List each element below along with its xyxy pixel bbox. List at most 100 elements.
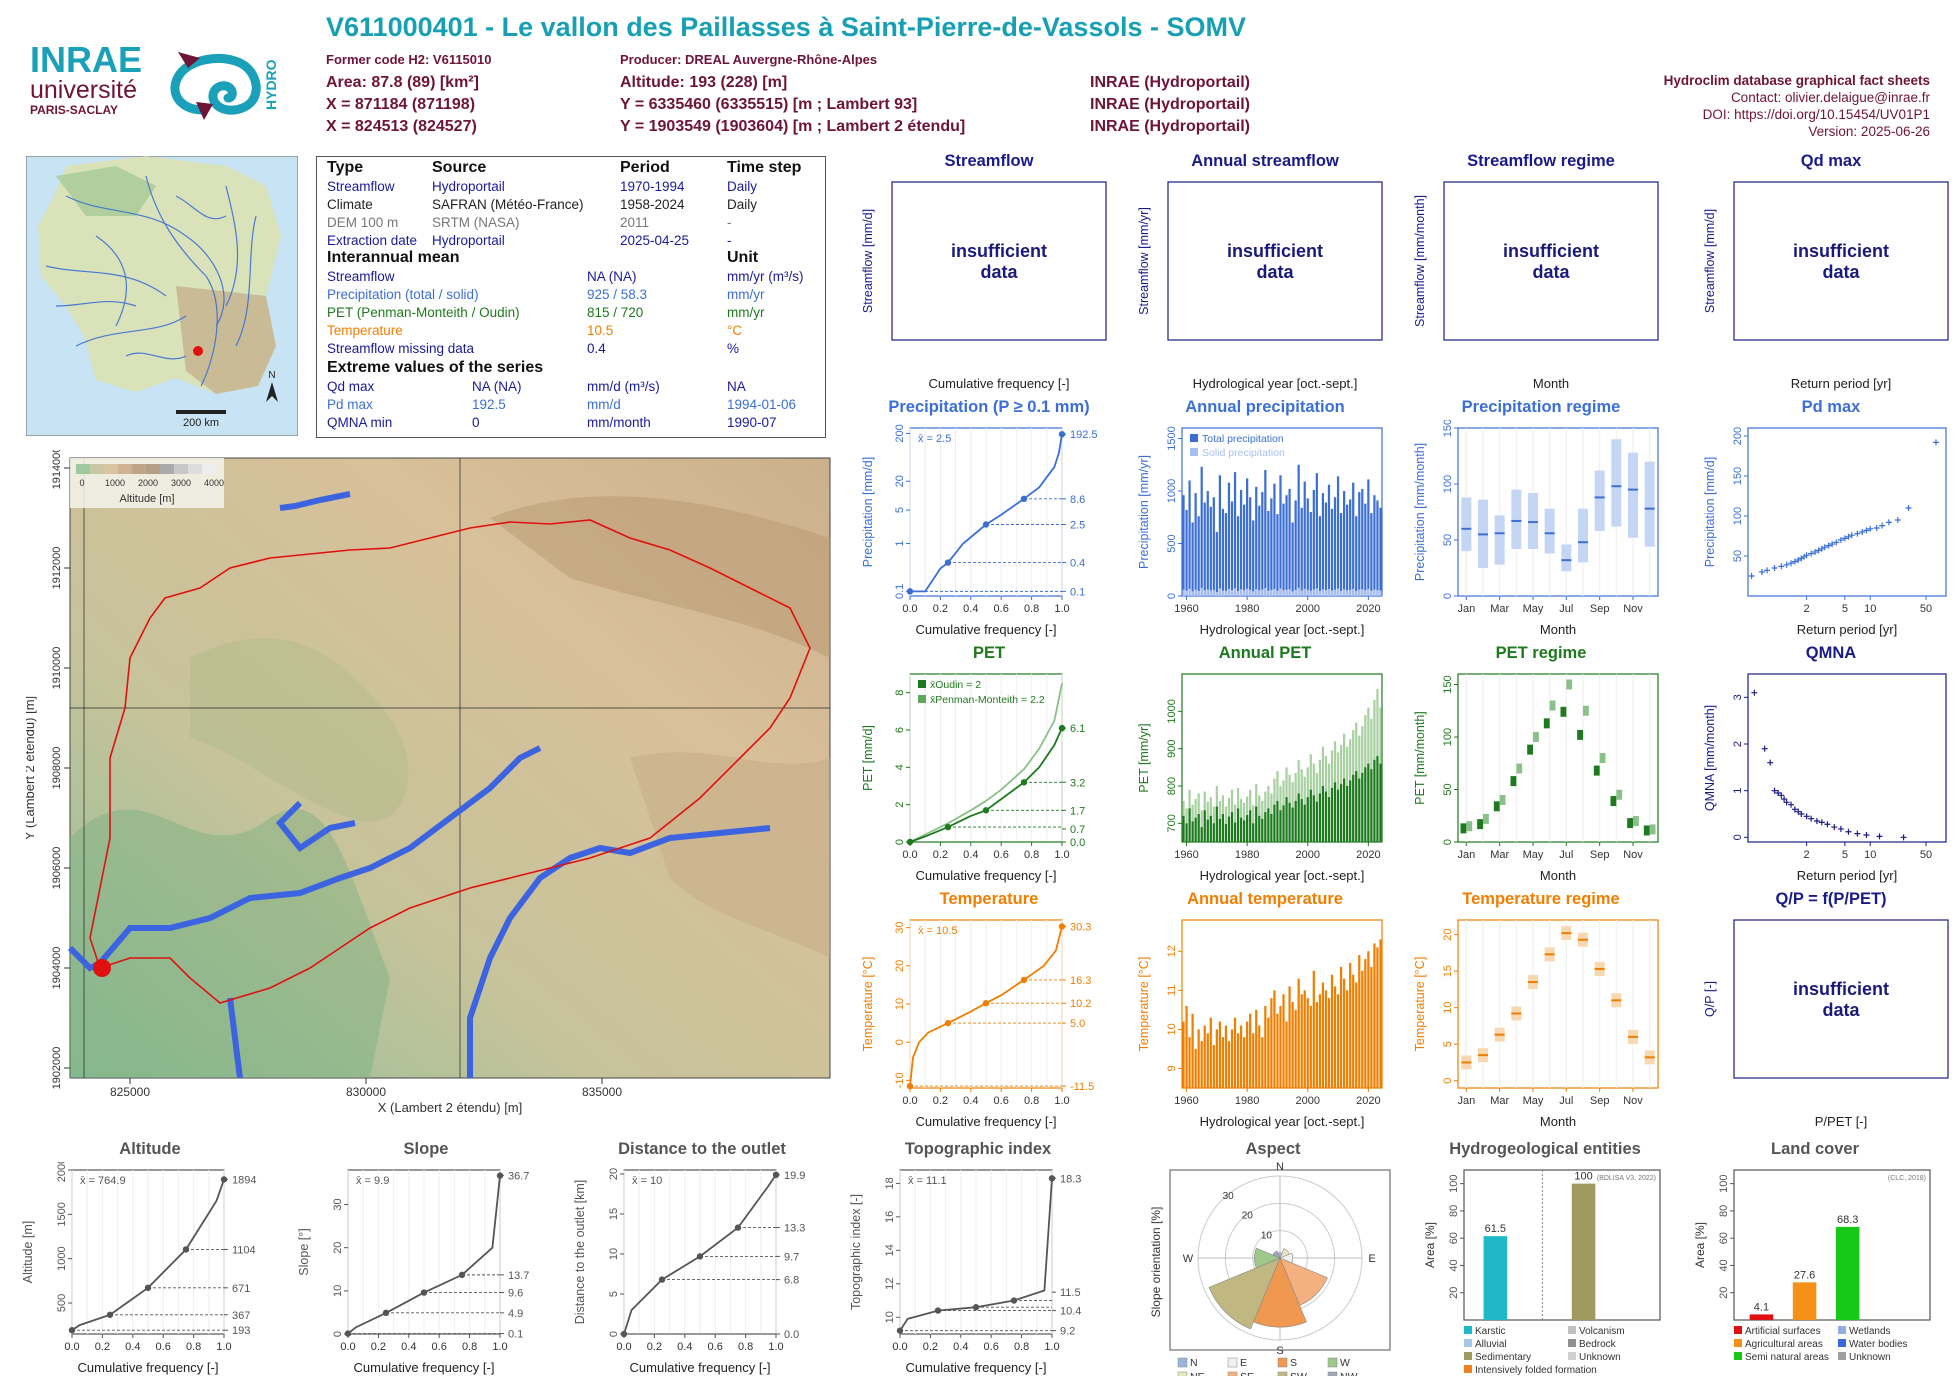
bar (1321, 493, 1325, 596)
bar-oudin (1367, 763, 1370, 842)
bar-solid (1209, 590, 1212, 596)
aspect-legend-label: SW (1290, 1371, 1307, 1376)
xtick-label: 0.6 (994, 603, 1009, 615)
bar (1306, 998, 1309, 1088)
xtick-label: 0.4 (963, 849, 978, 861)
series-line (910, 434, 1063, 593)
bar (1206, 1033, 1209, 1088)
bar (1291, 522, 1294, 596)
aspect-direction-label: S (1276, 1345, 1283, 1357)
bar (1258, 505, 1261, 596)
bar (1221, 508, 1225, 596)
bar-oudin (1306, 797, 1309, 842)
chart-streamflow: Streamflow insufficient data Cumulative fre… (860, 152, 1118, 392)
bar-solid (1303, 588, 1306, 596)
xtick-label: Jul (1559, 1095, 1573, 1107)
bar (1282, 994, 1285, 1088)
chart-title: Temperature (939, 890, 1039, 908)
bar (1376, 500, 1379, 596)
bar (1264, 1005, 1267, 1088)
bar (1352, 482, 1355, 596)
bar-solid (1255, 589, 1258, 596)
chart-xlabel: Cumulative frequency [-] (354, 1360, 495, 1375)
chart-precip-cdf: Precipitation (P ≥ 0.1 mm) 192.5 8.6 2.5 0.4… (860, 398, 1118, 638)
return-period-point (1803, 552, 1810, 559)
bar (1309, 1005, 1312, 1088)
chart-pd-max: Pd max 50 100 150 200 2 5 10 50 Return period [yr… (1702, 398, 1960, 638)
bar-oudin (1206, 819, 1209, 842)
regime-box-oudin (1627, 818, 1633, 829)
bar (1333, 497, 1337, 596)
bar (1209, 1017, 1212, 1088)
unit-header: Unit (727, 249, 759, 266)
entity-legend-label: Semi natural areas (1745, 1352, 1829, 1363)
table-cell-step: Daily (727, 179, 758, 194)
bar (1243, 504, 1246, 596)
right-tick-label: 13.7 (508, 1270, 529, 1282)
ytick-label: 0 (1442, 839, 1454, 845)
regime-box-oudin (1577, 729, 1583, 740)
return-period-point (1837, 825, 1844, 832)
bar (1224, 1025, 1228, 1088)
ytick-label: 18 (884, 1177, 896, 1189)
bar (1209, 506, 1212, 596)
right-tick-label: 36.7 (508, 1171, 529, 1183)
right-tick-label: 1.7 (1070, 805, 1085, 817)
ytick-label: 500 (56, 1294, 68, 1312)
xtick-label: 2 (1804, 849, 1810, 861)
info-table: Type Source Period Time step Streamflow Hydro… (316, 156, 826, 438)
bar (1246, 1021, 1249, 1088)
chart-annual-streamflow: Annual streamflow insufficient data Hydrolo… (1136, 152, 1394, 392)
chart-xlabel: Return period [yr] (1797, 868, 1897, 883)
return-period-point (1876, 833, 1883, 840)
bar-oudin (1352, 774, 1355, 842)
bar (1218, 1021, 1221, 1088)
regime-box-penman (1466, 821, 1473, 832)
bar (1376, 947, 1379, 1088)
aspect-direction-label: W (1183, 1253, 1194, 1265)
aspect-legend-label: W (1340, 1357, 1350, 1369)
chart-xlabel: Month (1540, 622, 1576, 637)
bar-oudin (1218, 818, 1221, 842)
xtick-label: Jan (1457, 603, 1475, 615)
bar (1239, 1025, 1243, 1088)
bar (1294, 1009, 1297, 1088)
series-line (909, 727, 1063, 843)
bar-oudin (1291, 807, 1294, 842)
universite-logo: université (30, 76, 137, 104)
database-name: Hydroclim database graphical fact sheets (1663, 73, 1930, 88)
chart-xlabel: Hydrological year [oct.-sept.] (1200, 622, 1365, 637)
aspect-ring-label: 20 (1242, 1211, 1254, 1222)
xtick-label: 0.0 (902, 849, 917, 861)
ytick-label: 20 (894, 475, 906, 487)
return-period-point (1831, 824, 1838, 831)
aspect-sector (1272, 1250, 1281, 1259)
interannual-value: NA (NA) (587, 269, 637, 284)
ytick-label: 100 (1442, 475, 1454, 493)
ytick-label: 10 (884, 1311, 896, 1323)
doi: DOI: https://doi.org/10.15454/UV01P1 (1702, 107, 1930, 122)
interannual-value: 815 / 720 (587, 305, 644, 320)
return-period-point (1848, 532, 1855, 539)
chart-svg: 0 50 100 150 Jan Mar May Jul Sep Nov Month Precipit… (1413, 420, 1659, 637)
chart-svg: 1894 1104 671 367 193 500 1000 1500 2000 0.0 0.2 0.… (21, 1162, 256, 1375)
right-tick-label: 0.0 (1070, 837, 1085, 849)
bar-solid (1203, 590, 1206, 596)
outlet-marker (93, 959, 111, 977)
chart-ylabel: PET [mm/month] (1413, 711, 1427, 805)
bar-oudin (1200, 827, 1203, 842)
x-lambert93: X = 871184 (871198) (326, 96, 476, 113)
bar-solid (1291, 591, 1294, 596)
bar (1188, 480, 1191, 596)
xtick-label: Sep (1590, 603, 1610, 615)
aspect-direction-label: N (1276, 1162, 1284, 1173)
chart-streamflow-regime: Streamflow regime insufficient data Month St… (1412, 152, 1670, 392)
chart-svg: 50 100 150 200 2 5 10 50 Return period [yr] Preci… (1703, 427, 1947, 637)
altitude-legend-tick: 1000 (105, 478, 125, 488)
ytick-label: 20 (608, 1168, 620, 1180)
bar (1309, 512, 1312, 596)
bar-solid (1188, 588, 1191, 596)
bar (1339, 513, 1343, 596)
bar-solid (1294, 589, 1297, 596)
xtick-label: 0.6 (984, 1341, 999, 1353)
